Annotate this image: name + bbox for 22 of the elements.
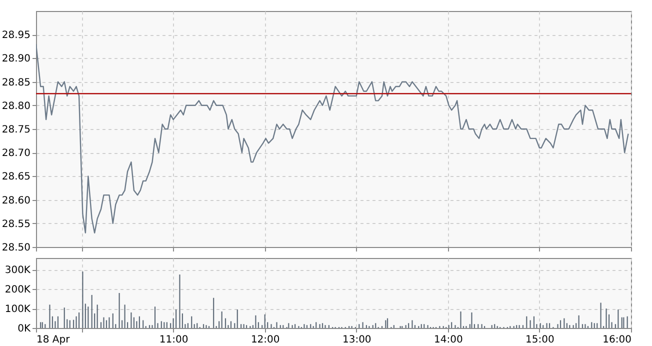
y-tick-label: 28.70	[2, 148, 30, 160]
y-tick-label: 28.95	[2, 30, 30, 42]
y-tick-label: 28.75	[2, 124, 30, 136]
x-tick-label: 16:00	[602, 334, 632, 346]
x-tick-label: 13:00	[342, 334, 372, 346]
y-tick-label: 28.60	[2, 195, 30, 206]
y-tick-label: 28.50	[2, 242, 30, 254]
x-tick-label: 15:00	[526, 334, 554, 346]
x-tick-label: 14:00	[434, 334, 463, 346]
y-tick-label: 200K	[4, 284, 31, 296]
x-tick-label: 11:00	[159, 334, 188, 346]
y-tick-label: 0K	[18, 324, 31, 334]
y-tick-label: 28.85	[2, 77, 30, 88]
x-tick-label: 18 Apr	[36, 334, 71, 346]
y-tick-label: 100K	[4, 304, 31, 316]
x-tick-label: 12:00	[250, 334, 280, 346]
y-tick-label: 28.55	[2, 218, 30, 230]
y-tick-label: 28.90	[2, 54, 30, 65]
y-tick-label: 300K	[4, 265, 31, 276]
line-series	[36, 43, 629, 234]
y-tick-label: 28.65	[2, 172, 30, 183]
y-tick-label: 28.80	[2, 100, 30, 112]
